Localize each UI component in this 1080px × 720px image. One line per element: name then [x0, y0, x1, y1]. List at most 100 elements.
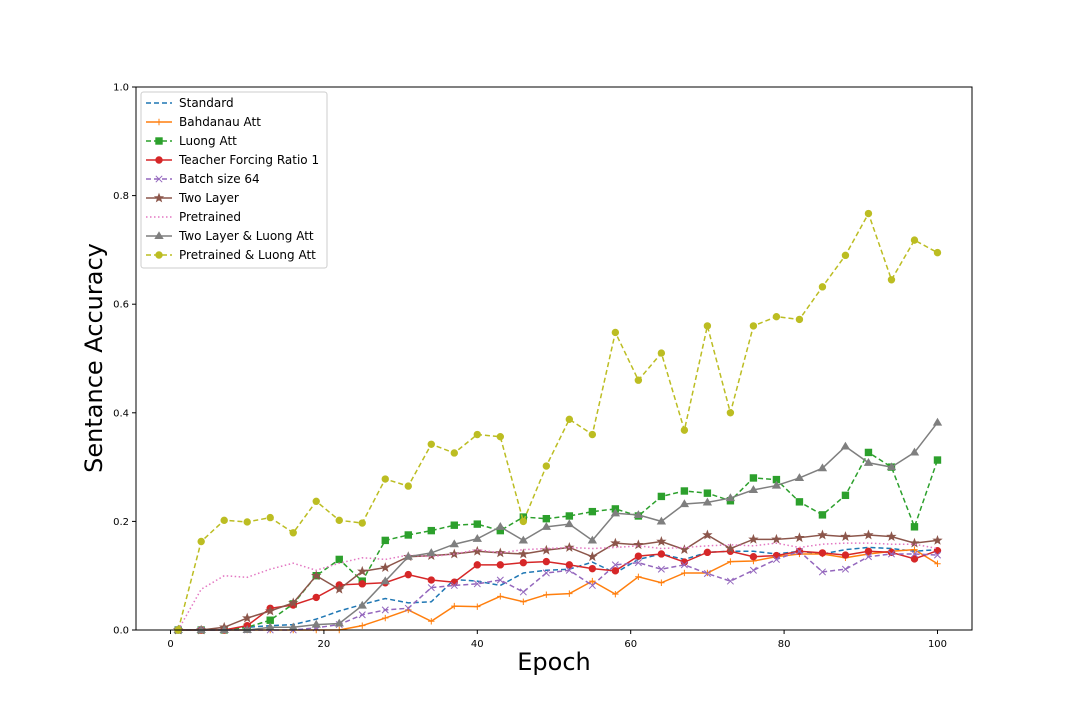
- data-point: [358, 611, 366, 619]
- data-point: [427, 584, 435, 592]
- data-point: [772, 555, 780, 563]
- y-tick-label: 0.0: [113, 626, 129, 637]
- data-point: [242, 612, 253, 623]
- series-5: [173, 529, 943, 635]
- series-line: [178, 548, 938, 631]
- data-point: [818, 511, 827, 519]
- legend-marker: [155, 175, 163, 183]
- data-point: [909, 447, 920, 456]
- data-point: [289, 529, 297, 537]
- data-point: [841, 551, 850, 559]
- legend-label: Luong Att: [179, 134, 237, 148]
- data-point: [404, 531, 412, 539]
- data-point: [657, 565, 665, 573]
- data-point: [518, 548, 529, 559]
- data-point: [404, 482, 412, 490]
- data-point: [611, 561, 619, 569]
- data-point: [679, 544, 690, 555]
- data-point: [794, 532, 805, 543]
- data-point: [312, 497, 320, 506]
- data-point: [265, 605, 276, 616]
- data-point: [542, 462, 551, 470]
- data-point: [449, 539, 459, 548]
- data-point: [656, 536, 667, 546]
- data-point: [863, 457, 874, 466]
- data-point: [680, 561, 688, 569]
- data-point: [543, 591, 550, 598]
- legend-entry: Standard: [146, 96, 234, 110]
- legend-label: Two Layer & Luong Att: [178, 229, 314, 243]
- series-8: [174, 209, 942, 634]
- data-point: [749, 552, 758, 561]
- legend-box: [140, 91, 328, 269]
- data-point: [196, 625, 206, 634]
- data-point: [841, 251, 850, 260]
- data-point: [427, 526, 435, 535]
- series-line: [178, 546, 938, 631]
- legend-label: Batch size 64: [179, 172, 260, 186]
- data-point: [381, 475, 389, 483]
- data-point: [749, 322, 758, 330]
- data-point: [357, 600, 367, 609]
- data-point: [288, 597, 299, 608]
- data-point: [772, 312, 781, 321]
- data-point: [864, 547, 873, 555]
- legend-marker: [153, 192, 165, 203]
- data-point: [197, 537, 205, 546]
- data-point: [911, 546, 918, 553]
- data-point: [496, 576, 504, 584]
- data-point: [703, 322, 712, 330]
- ticks-layer: 0 20 40 60 80 100 0.0 0.2 0.4 0.6 0.8 1.0: [113, 83, 947, 651]
- legend-label: Bahdanau Att: [179, 115, 261, 129]
- series-6: [177, 542, 938, 631]
- data-point: [818, 568, 826, 576]
- data-point: [657, 550, 666, 558]
- data-point: [542, 569, 550, 577]
- legend: Standard Bahdanau Att Luong Att Teacher For…: [140, 91, 328, 269]
- series-3: [174, 547, 942, 634]
- legend-label: Teacher Forcing Ratio 1: [178, 153, 319, 167]
- data-point: [933, 551, 942, 559]
- series-line: [178, 550, 938, 631]
- data-point: [932, 417, 943, 426]
- data-point: [864, 448, 873, 457]
- legend-label: Pretrained & Luong Att: [179, 248, 316, 262]
- data-point: [933, 248, 942, 257]
- data-point: [841, 565, 850, 573]
- legend-entry: Teacher Forcing Ratio 1: [146, 153, 319, 167]
- data-point: [426, 548, 436, 556]
- data-point: [840, 441, 851, 450]
- data-point: [863, 529, 874, 540]
- data-point: [588, 581, 596, 590]
- data-point: [725, 493, 736, 502]
- data-point: [725, 543, 736, 553]
- legend-marker: [155, 251, 163, 259]
- data-point: [633, 539, 644, 550]
- data-point: [726, 577, 734, 585]
- data-point: [542, 557, 551, 566]
- series-line: [177, 542, 938, 631]
- legend-label: Standard: [179, 96, 234, 110]
- data-point: [634, 552, 643, 560]
- legend-entry: Two Layer & Luong Att: [146, 229, 314, 243]
- x-tick-label: 0: [167, 639, 173, 650]
- data-point: [932, 534, 943, 545]
- data-point: [565, 415, 574, 424]
- data-point: [886, 462, 897, 471]
- data-point: [404, 570, 412, 579]
- data-point: [495, 547, 506, 558]
- data-point: [864, 209, 873, 218]
- data-point: [680, 487, 689, 495]
- x-axis-title: Epoch: [517, 648, 591, 676]
- data-point: [450, 521, 458, 529]
- data-point: [794, 473, 805, 482]
- data-point: [909, 537, 920, 548]
- data-point: [635, 573, 642, 580]
- data-point: [518, 535, 529, 544]
- legend-label: Two Layer: [178, 191, 239, 205]
- data-point: [657, 349, 666, 357]
- data-point: [703, 569, 711, 578]
- data-point: [382, 614, 389, 622]
- data-point: [311, 619, 321, 628]
- data-point: [542, 514, 551, 523]
